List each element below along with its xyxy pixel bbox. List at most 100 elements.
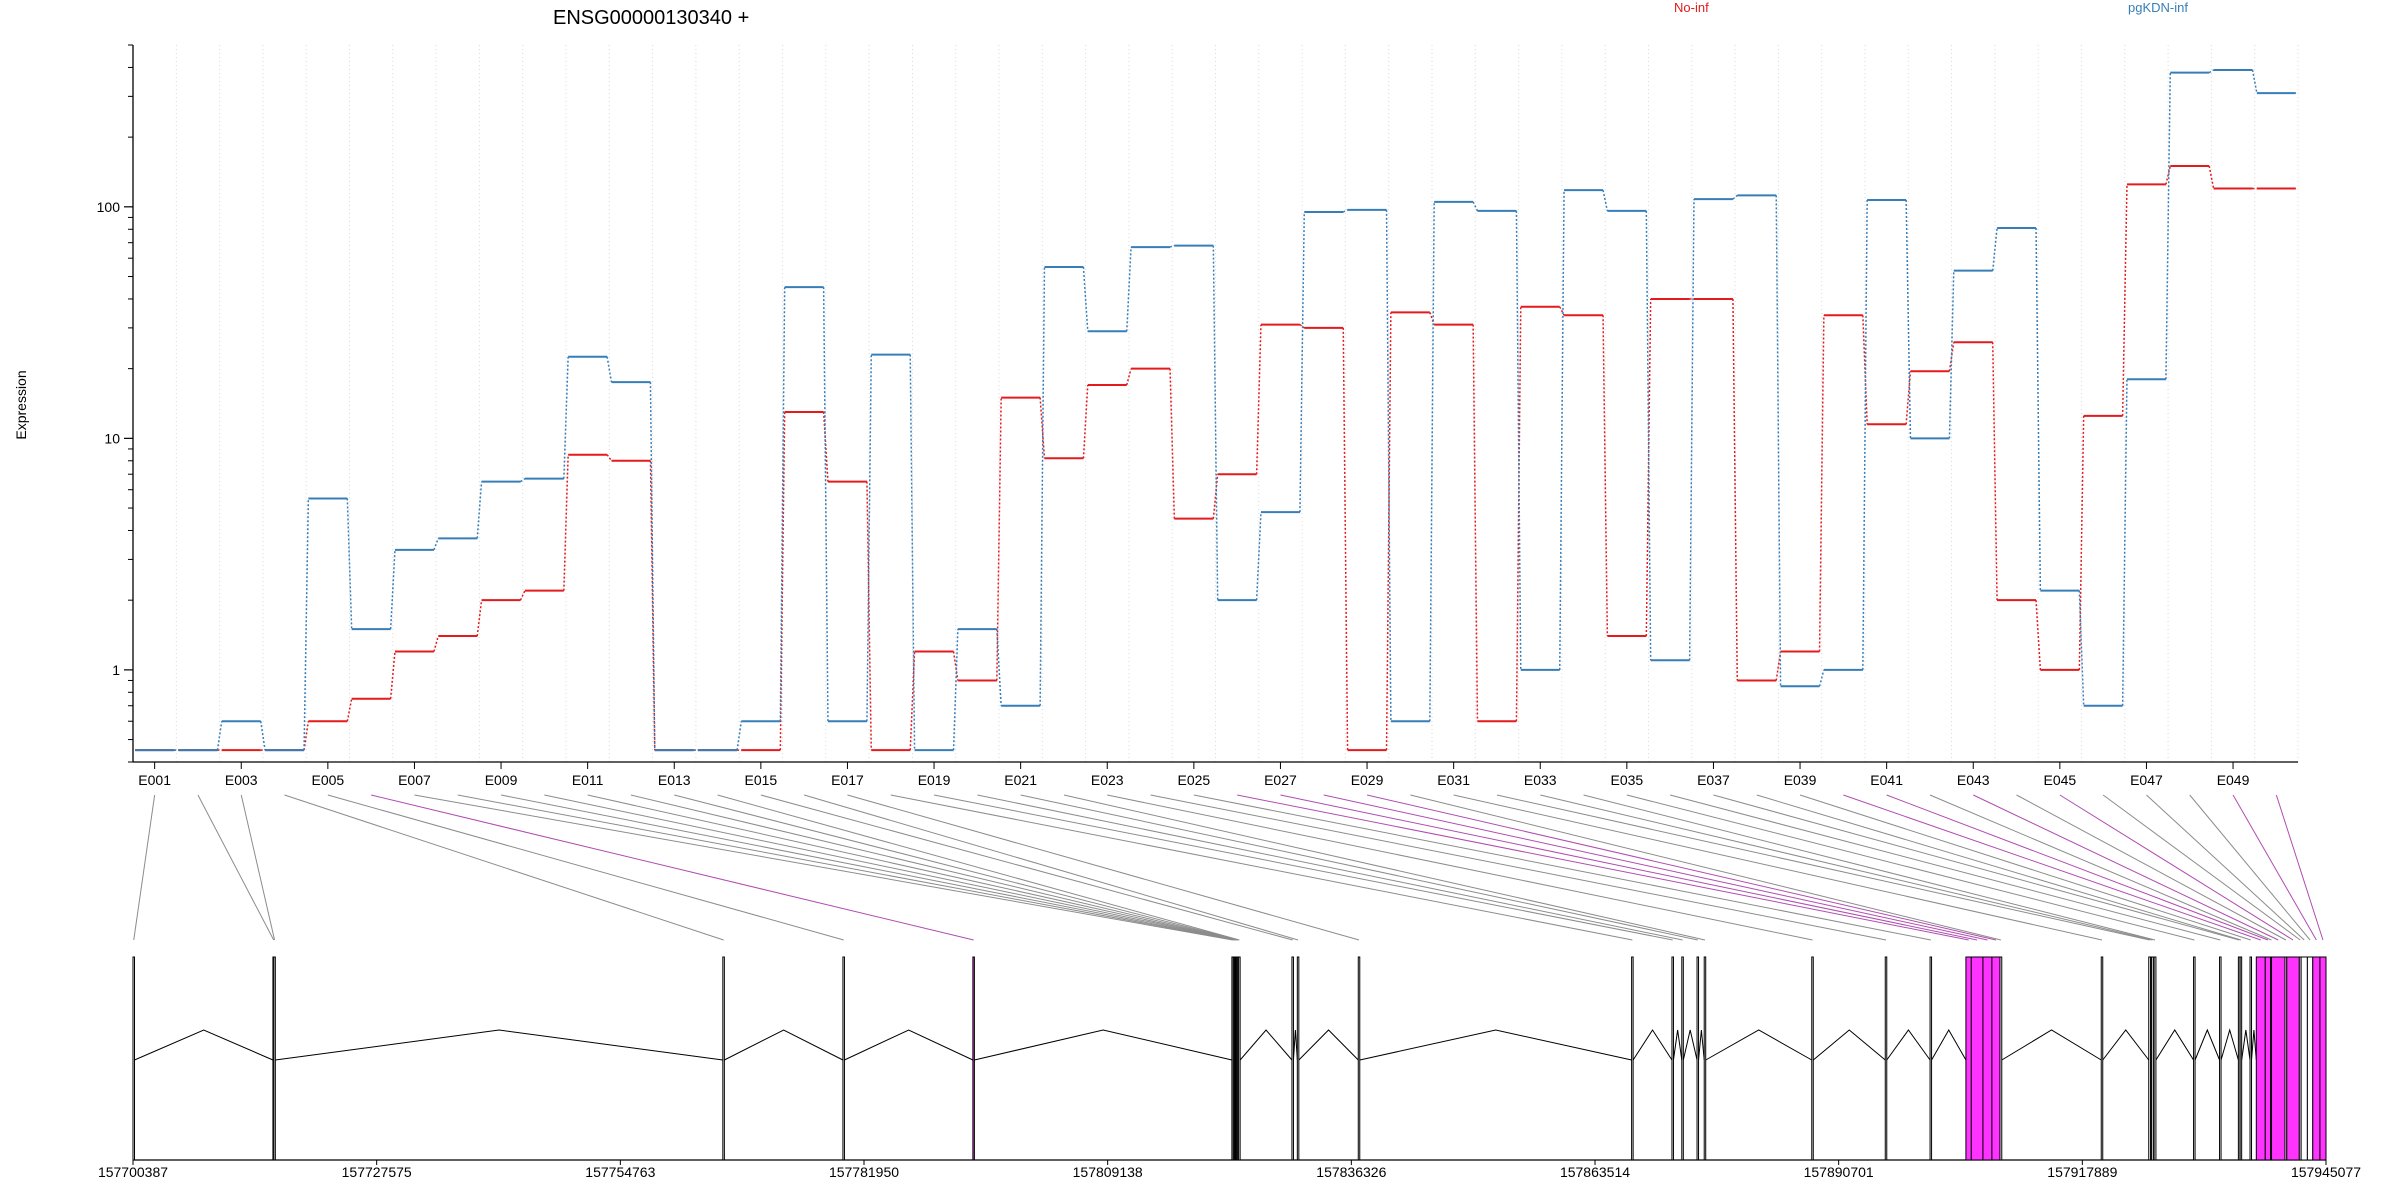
intron-chevron bbox=[724, 1029, 844, 1061]
intron-chevron bbox=[1632, 1029, 1673, 1061]
intron-chevron bbox=[1359, 1029, 1632, 1061]
exon-link-line bbox=[240, 794, 276, 941]
exon-box bbox=[1296, 956, 1300, 1161]
exon-box bbox=[1999, 956, 2003, 1161]
x-tick-label: E033 bbox=[1524, 772, 1557, 788]
series-connector bbox=[1862, 200, 1868, 670]
series-connector bbox=[389, 549, 396, 630]
x-tick-label: E005 bbox=[311, 772, 344, 788]
exon-link-line bbox=[2102, 794, 2301, 941]
exon-box bbox=[2153, 956, 2157, 1161]
intron-chevron bbox=[2001, 1029, 2102, 1061]
intron-chevron bbox=[134, 1029, 274, 1061]
exon-link-line bbox=[1453, 794, 2103, 941]
exon-link-line bbox=[1540, 794, 2153, 941]
genomic-tick-label: 157945077 bbox=[2291, 1164, 2361, 1180]
series-connector bbox=[996, 397, 1002, 681]
exon-link-line bbox=[2189, 794, 2311, 941]
series-connector bbox=[1082, 266, 1089, 332]
exon-link-line bbox=[1366, 794, 1997, 941]
exon-box bbox=[1965, 956, 1972, 1161]
series-connector bbox=[2035, 228, 2042, 591]
intron-chevron bbox=[1931, 1028, 1967, 1061]
expression-plot-area: 1 10 100 E001 E003 E005 E007 E009 E011 E013 E015 E0… bbox=[97, 44, 2299, 788]
exon-link-line bbox=[544, 794, 1236, 941]
exon-link-line bbox=[133, 794, 156, 941]
series-connector bbox=[779, 411, 786, 751]
x-tick-label: E003 bbox=[225, 772, 258, 788]
series-connector bbox=[1818, 315, 1825, 652]
intron-chevron bbox=[974, 1029, 1233, 1061]
intron-chevron bbox=[1812, 1029, 1886, 1061]
series-connector bbox=[216, 721, 223, 751]
exon-link-line bbox=[804, 794, 1299, 941]
exon-link-line bbox=[1670, 794, 2221, 941]
genomic-tick-label: 157700387 bbox=[98, 1164, 168, 1180]
exon-link-line bbox=[1193, 794, 1931, 941]
series-connector bbox=[866, 354, 873, 722]
series-connector bbox=[909, 354, 916, 751]
exon-box bbox=[1681, 956, 1684, 1161]
series-connector bbox=[649, 460, 656, 751]
series-connector bbox=[736, 721, 743, 751]
intron-chevron bbox=[1298, 1029, 1359, 1061]
genomic-tick-label: 157917889 bbox=[2047, 1164, 2117, 1180]
x-tick-label: E007 bbox=[398, 772, 431, 788]
x-tick-label: E017 bbox=[831, 772, 864, 788]
x-tick-label: E023 bbox=[1091, 772, 1124, 788]
series-connector bbox=[2208, 69, 2214, 74]
x-tick-label: E031 bbox=[1437, 772, 1470, 788]
exon-box bbox=[2239, 956, 2243, 1161]
series-connector bbox=[1818, 669, 1825, 687]
genomic-tick-label: 157836326 bbox=[1316, 1164, 1386, 1180]
exon-link-line bbox=[2275, 794, 2324, 941]
exon-link-lines bbox=[133, 794, 2324, 941]
y-tick-label: 100 bbox=[97, 199, 121, 215]
exon-box bbox=[132, 956, 135, 1161]
exon-box bbox=[2193, 956, 2196, 1161]
genomic-tick-label: 157890701 bbox=[1804, 1164, 1874, 1180]
exon-link-line bbox=[1280, 794, 1978, 941]
series-connector bbox=[563, 356, 569, 479]
intron-chevron bbox=[2241, 1029, 2251, 1061]
series-connector bbox=[389, 651, 396, 699]
series-connector bbox=[1299, 323, 1305, 329]
exon-link-line bbox=[717, 794, 1240, 941]
exon-link-line bbox=[2059, 794, 2294, 941]
series-connector bbox=[520, 478, 526, 483]
exon-box bbox=[1982, 956, 1993, 1161]
intron-chevron bbox=[1682, 1029, 1698, 1061]
series-connector bbox=[1429, 201, 1435, 722]
series-connector bbox=[563, 454, 569, 591]
series-connector bbox=[606, 454, 613, 462]
exon-box bbox=[722, 956, 725, 1161]
x-tick-label: E045 bbox=[2043, 772, 2076, 788]
exon-link-line bbox=[500, 794, 1235, 941]
series-connector bbox=[1082, 384, 1089, 459]
exon-box bbox=[273, 956, 276, 1161]
exon-box bbox=[1671, 956, 1674, 1161]
x-tick-label: E039 bbox=[1784, 772, 1817, 788]
series-connector bbox=[1255, 324, 1262, 475]
y-tick-label: 10 bbox=[104, 430, 120, 446]
series-connector bbox=[1212, 474, 1219, 519]
exon-box bbox=[1631, 956, 1634, 1161]
exon-link-line bbox=[674, 794, 1239, 941]
exon-box bbox=[2312, 956, 2321, 1161]
exon-box bbox=[1970, 956, 1984, 1161]
series-connector bbox=[433, 635, 439, 652]
series-connector bbox=[909, 651, 916, 751]
y-tick-label: 1 bbox=[112, 662, 120, 678]
exon-box bbox=[1811, 956, 1814, 1161]
series-connector bbox=[1385, 312, 1392, 751]
exon-link-line bbox=[414, 794, 1233, 941]
exon-box bbox=[2300, 956, 2308, 1161]
series-connector bbox=[2078, 590, 2085, 706]
exon-link-line bbox=[890, 794, 1633, 941]
exon-box bbox=[2319, 956, 2327, 1161]
exon-box bbox=[1703, 956, 1707, 1161]
series-connector bbox=[1602, 190, 1609, 212]
series-connector bbox=[1472, 201, 1479, 212]
series-connector bbox=[1645, 210, 1652, 661]
series-connector bbox=[1169, 368, 1176, 519]
